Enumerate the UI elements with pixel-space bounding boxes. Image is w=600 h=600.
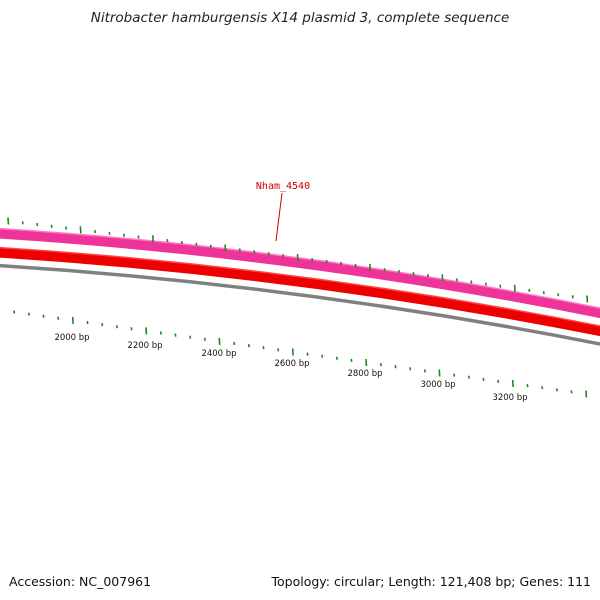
scale-labels: 2000 bp 2200 bp 2400 bp 2600 bp 2800 bp 3000 … (54, 333, 527, 403)
topology-summary: Topology: circular; Length: 121,408 bp; … (271, 574, 592, 589)
pink-track-edge (0, 227, 600, 309)
map-title: Nitrobacter hamburgensis X14 plasmid 3, … (91, 10, 510, 26)
scale-label: 2600 bp (274, 359, 309, 369)
gene-label-leader (275, 192, 283, 242)
scale-label: 3000 bp (420, 380, 455, 390)
red-gene-track (0, 247, 600, 337)
outer-minor-tick (94, 229, 97, 234)
scale-label: 2800 bp (347, 369, 382, 379)
pink-gene-track (0, 228, 600, 319)
accession-text: Accession: NC_007961 (9, 574, 152, 589)
scale-label: 2400 bp (201, 349, 236, 359)
scale-label: 3200 bp (492, 393, 527, 403)
gene-label-nham-4540[interactable]: Nham_4540 (256, 181, 310, 192)
scale-label: 2000 bp (54, 333, 89, 343)
backbone-track (0, 263, 600, 346)
outer-tick-marks (7, 217, 589, 303)
inner-tick-marks (13, 310, 588, 398)
red-track-edge (0, 246, 600, 327)
scale-label: 2200 bp (127, 341, 162, 351)
